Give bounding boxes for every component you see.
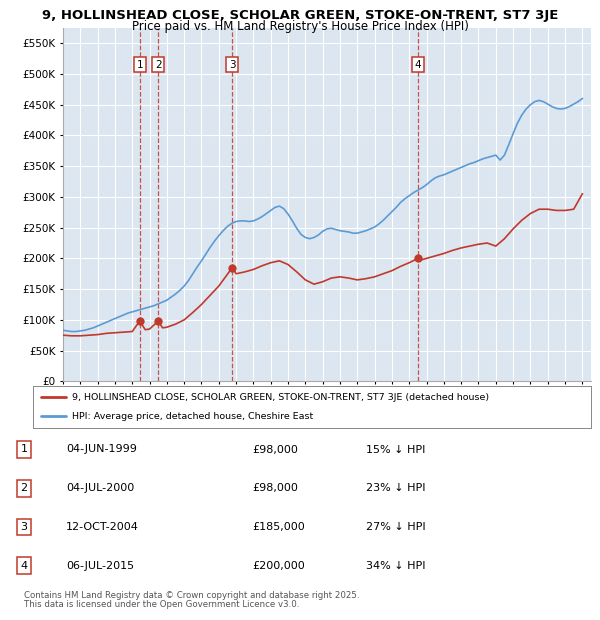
Text: This data is licensed under the Open Government Licence v3.0.: This data is licensed under the Open Gov…	[24, 600, 299, 609]
Text: £98,000: £98,000	[252, 483, 298, 494]
Text: 04-JUN-1999: 04-JUN-1999	[66, 445, 137, 454]
Text: 15% ↓ HPI: 15% ↓ HPI	[366, 445, 425, 454]
Text: Contains HM Land Registry data © Crown copyright and database right 2025.: Contains HM Land Registry data © Crown c…	[24, 591, 359, 600]
Text: 04-JUL-2000: 04-JUL-2000	[66, 483, 134, 494]
Text: 9, HOLLINSHEAD CLOSE, SCHOLAR GREEN, STOKE-ON-TRENT, ST7 3JE: 9, HOLLINSHEAD CLOSE, SCHOLAR GREEN, STO…	[42, 9, 558, 22]
Text: 27% ↓ HPI: 27% ↓ HPI	[366, 522, 425, 532]
Text: 1: 1	[136, 60, 143, 70]
Text: 23% ↓ HPI: 23% ↓ HPI	[366, 483, 425, 494]
Text: 1: 1	[20, 445, 28, 454]
Text: 12-OCT-2004: 12-OCT-2004	[66, 522, 139, 532]
Text: £185,000: £185,000	[252, 522, 305, 532]
Text: 06-JUL-2015: 06-JUL-2015	[66, 560, 134, 571]
Text: 9, HOLLINSHEAD CLOSE, SCHOLAR GREEN, STOKE-ON-TRENT, ST7 3JE (detached house): 9, HOLLINSHEAD CLOSE, SCHOLAR GREEN, STO…	[72, 392, 489, 402]
Text: £98,000: £98,000	[252, 445, 298, 454]
Text: 4: 4	[20, 560, 28, 571]
Text: 2: 2	[155, 60, 161, 70]
Text: 34% ↓ HPI: 34% ↓ HPI	[366, 560, 425, 571]
Text: Price paid vs. HM Land Registry's House Price Index (HPI): Price paid vs. HM Land Registry's House …	[131, 20, 469, 33]
Text: 3: 3	[229, 60, 236, 70]
Text: 4: 4	[415, 60, 421, 70]
Text: £200,000: £200,000	[252, 560, 305, 571]
Text: 3: 3	[20, 522, 28, 532]
Text: 2: 2	[20, 483, 28, 494]
Text: HPI: Average price, detached house, Cheshire East: HPI: Average price, detached house, Ches…	[72, 412, 313, 421]
